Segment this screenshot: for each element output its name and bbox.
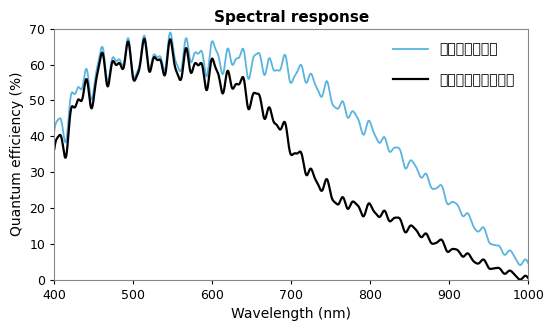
Title: Spectral response: Spectral response <box>214 10 369 25</box>
近赤外線モデル <box>516 262 522 266</box>
近赤外線モデル <box>525 261 532 265</box>
近赤外線モデル <box>517 263 524 267</box>
通常モノクロモデル <box>105 83 112 87</box>
Line: 通常モノクロモデル: 通常モノクロモデル <box>54 39 529 280</box>
通常モノクロモデル <box>141 37 147 41</box>
近赤外線モデル <box>465 212 471 215</box>
近赤外線モデル <box>105 79 112 83</box>
通常モノクロモデル <box>465 252 471 256</box>
近赤外線モデル <box>51 129 58 133</box>
Legend: 近赤外線モデル, 通常モノクロモデル: 近赤外線モデル, 通常モノクロモデル <box>386 36 521 94</box>
通常モノクロモデル <box>525 276 532 280</box>
通常モノクロモデル <box>517 278 524 282</box>
通常モノクロモデル <box>233 82 239 86</box>
通常モノクロモデル <box>133 75 140 79</box>
通常モノクロモデル <box>516 277 522 281</box>
近赤外線モデル <box>133 71 140 75</box>
近赤外線モデル <box>233 57 239 61</box>
Y-axis label: Quantum efficiency (%): Quantum efficiency (%) <box>10 72 24 236</box>
近赤外線モデル <box>254 52 260 56</box>
近赤外線モデル <box>167 30 173 34</box>
Line: 近赤外線モデル: 近赤外線モデル <box>54 32 529 265</box>
通常モノクロモデル <box>51 147 58 151</box>
通常モノクロモデル <box>254 92 260 96</box>
X-axis label: Wavelength (nm): Wavelength (nm) <box>232 307 351 321</box>
